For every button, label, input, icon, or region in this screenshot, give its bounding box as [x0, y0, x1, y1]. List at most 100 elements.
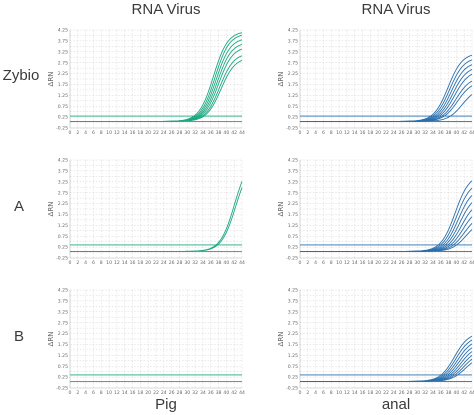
amplification-plot-zybio-anal: 0 2 4 6 8 10 12 14 16 18 20 22 24 26 28 30 32 34 36 38 40 42 4… [277, 28, 474, 136]
x-tick-label: 44 [239, 260, 245, 266]
y-tick-label: 0.75 [58, 364, 68, 370]
amplification-plot-a-anal: 0 2 4 6 8 10 12 14 16 18 20 22 24 26 28 30 32 34 36 38 40 42 4… [277, 158, 474, 266]
x-tick-label: 2 [76, 390, 79, 396]
x-tick-label: 16 [360, 390, 366, 396]
amplification-curve [300, 229, 473, 252]
x-tick-label: 10 [336, 260, 342, 266]
x-tick-label: 2 [306, 390, 309, 396]
y-tick-label: 2.25 [288, 331, 298, 337]
x-tick-label: 0 [299, 130, 302, 136]
x-tick-label: 40 [453, 390, 459, 396]
x-tick-label: 28 [177, 260, 183, 266]
x-tick-label: 6 [322, 390, 325, 396]
x-tick-label: 24 [391, 130, 397, 136]
x-tick-label: 38 [446, 390, 452, 396]
x-tick-label: 38 [216, 390, 222, 396]
x-tick-label: 0 [69, 390, 72, 396]
x-tick-label: 42 [231, 130, 237, 136]
x-tick-label: 36 [208, 390, 214, 396]
y-tick-label: 1.75 [58, 82, 68, 88]
y-tick-label: 1.25 [58, 223, 68, 229]
x-tick-label: 18 [137, 390, 143, 396]
x-tick-label: 42 [461, 130, 467, 136]
x-tick-label: 0 [69, 260, 72, 266]
y-tick-label: 1.25 [288, 223, 298, 229]
y-axis-label: ΔRN [47, 72, 55, 87]
amplification-plot-a-pig: 0 2 4 6 8 10 12 14 16 18 20 22 24 26 28 30 32 34 36 38 40 42 4… [47, 158, 245, 266]
y-axis-label: ΔRN [277, 72, 285, 87]
y-tick-label: 3.75 [58, 298, 68, 304]
x-tick-label: 40 [223, 260, 229, 266]
y-tick-label: 0.25 [288, 115, 298, 121]
x-tick-label: 4 [84, 130, 87, 136]
plot-grid: 0 2 4 6 8 10 12 14 16 18 20 22 24 26 28 30 32 34 36 38 40 42 4… [47, 28, 474, 396]
x-tick-label: 30 [184, 260, 190, 266]
x-tick-label: 20 [375, 390, 381, 396]
y-tick-label: 2.25 [288, 201, 298, 207]
x-tick-label: 30 [184, 130, 190, 136]
y-tick-label: 3.75 [288, 298, 298, 304]
y-tick-label: 0.25 [58, 115, 68, 121]
x-tick-label: 40 [223, 130, 229, 136]
x-tick-label: 44 [239, 130, 245, 136]
x-tick-label: 22 [383, 260, 389, 266]
x-tick-label: 8 [100, 260, 103, 266]
x-tick-label: 34 [200, 390, 206, 396]
y-tick-label: 2.25 [58, 331, 68, 337]
x-tick-label: 8 [100, 390, 103, 396]
y-tick-label: 0.75 [58, 234, 68, 240]
x-tick-label: 10 [106, 130, 112, 136]
amplification-curve [70, 59, 243, 122]
y-tick-label: -0.25 [286, 256, 298, 262]
x-tick-label: 32 [422, 260, 428, 266]
y-tick-label: 3.75 [58, 168, 68, 174]
x-tick-label: 6 [322, 260, 325, 266]
bottom-label-pig: Pig [155, 396, 177, 413]
y-tick-label: 3.25 [288, 309, 298, 315]
x-tick-label: 20 [145, 130, 151, 136]
y-tick-label: 0.25 [288, 375, 298, 381]
x-tick-label: 22 [153, 260, 159, 266]
x-tick-label: 42 [231, 390, 237, 396]
x-tick-label: 38 [446, 260, 452, 266]
y-tick-label: 4.25 [58, 158, 68, 164]
x-tick-label: 28 [177, 390, 183, 396]
y-tick-label: 3.25 [58, 49, 68, 55]
y-tick-label: 4.25 [288, 28, 298, 34]
amplification-curve [300, 362, 473, 382]
x-tick-label: 2 [76, 260, 79, 266]
y-tick-label: 2.75 [288, 60, 298, 66]
x-tick-label: 32 [422, 130, 428, 136]
amplification-plot-b-anal: 0 2 4 6 8 10 12 14 16 18 20 22 24 26 28 30 32 34 36 38 40 42 4… [277, 288, 474, 396]
y-tick-label: 2.75 [288, 320, 298, 326]
x-tick-label: 24 [391, 260, 397, 266]
x-tick-label: 38 [446, 130, 452, 136]
y-tick-label: 0.75 [288, 364, 298, 370]
x-tick-label: 34 [430, 130, 436, 136]
x-tick-label: 2 [306, 260, 309, 266]
x-tick-label: 26 [399, 130, 405, 136]
x-tick-label: 20 [145, 390, 151, 396]
x-tick-label: 34 [430, 260, 436, 266]
y-tick-label: 4.25 [288, 288, 298, 294]
x-tick-label: 28 [177, 130, 183, 136]
x-tick-label: 40 [223, 390, 229, 396]
x-tick-label: 30 [414, 130, 420, 136]
x-tick-label: 30 [414, 390, 420, 396]
x-tick-label: 10 [336, 130, 342, 136]
x-tick-label: 22 [153, 130, 159, 136]
x-tick-label: 14 [122, 130, 128, 136]
y-tick-label: 1.25 [58, 353, 68, 359]
amplification-curve [70, 187, 243, 252]
y-tick-label: 3.75 [288, 168, 298, 174]
x-tick-label: 8 [330, 390, 333, 396]
x-tick-label: 20 [375, 260, 381, 266]
x-tick-label: 4 [84, 260, 87, 266]
x-tick-label: 30 [414, 260, 420, 266]
x-tick-label: 24 [161, 260, 167, 266]
x-tick-label: 36 [438, 260, 444, 266]
x-tick-label: 42 [231, 260, 237, 266]
x-tick-label: 14 [352, 260, 358, 266]
x-tick-label: 20 [145, 260, 151, 266]
x-tick-label: 36 [438, 390, 444, 396]
